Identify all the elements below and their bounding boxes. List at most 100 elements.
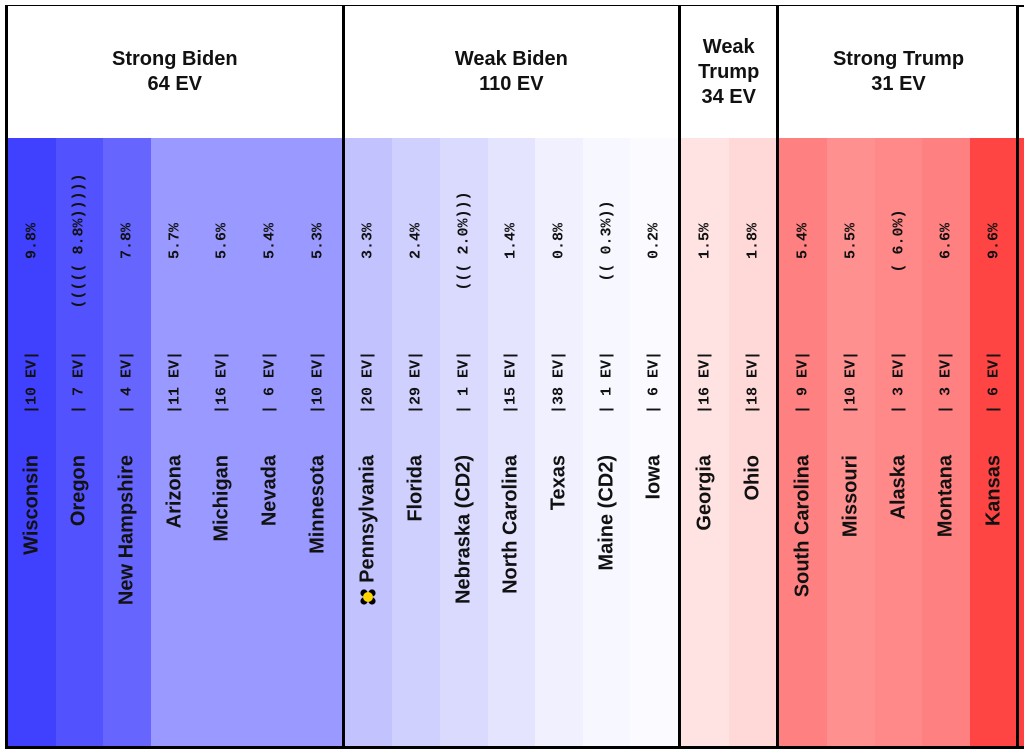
state-name: Missouri xyxy=(839,455,862,538)
next-group-strip xyxy=(1019,138,1024,746)
state-column: 5.6% |16 EV| Michigan xyxy=(198,138,247,748)
tipping-point-icon xyxy=(360,589,376,605)
group-label-line: 110 EV xyxy=(479,73,544,95)
group-label-line: Trump xyxy=(698,60,760,83)
state-ev: |10 EV| xyxy=(842,351,860,415)
group-header: Strong Trump 31 EV xyxy=(779,6,1018,138)
state-column: 5.4% | 9 EV| South Carolina xyxy=(779,138,828,748)
state-column: 9.6% | 6 EV| Kansas xyxy=(970,138,1018,748)
group-header: Weak Trump 34 EV xyxy=(681,6,777,138)
state-margin: 9.6% xyxy=(985,222,1003,260)
state-column: 0.2% | 6 EV| Iowa xyxy=(630,138,679,748)
state-ev: |38 EV| xyxy=(550,351,568,415)
state-name: Georgia xyxy=(693,455,716,531)
state-name: Nebraska (CD2) xyxy=(452,455,475,604)
state-ev: |29 EV| xyxy=(407,351,425,415)
state-column: ( 6.0%) | 3 EV| Alaska xyxy=(874,138,923,748)
state-name: New Hampshire xyxy=(115,455,138,606)
state-ev: | 6 EV| xyxy=(985,351,1003,415)
state-ev: | 7 EV| xyxy=(70,351,88,415)
group-header: Weak Biden 110 EV xyxy=(344,6,679,138)
group-label-line: Strong Trump xyxy=(832,48,965,70)
state-name: Iowa xyxy=(642,455,665,500)
state-ev: |16 EV| xyxy=(696,351,714,415)
state-name: Maine (CD2) xyxy=(595,455,618,571)
state-column: 6.6% | 3 EV| Montana xyxy=(922,138,971,748)
state-margin: 5.6% xyxy=(213,222,231,260)
state-column: 5.4% | 6 EV| Nevada xyxy=(246,138,294,748)
state-ev: | 6 EV| xyxy=(645,351,663,415)
state-ev: | 3 EV| xyxy=(890,351,908,415)
state-margin: 2.4% xyxy=(407,222,425,260)
state-margin: ( 6.0%) xyxy=(890,209,908,273)
state-column: 1.8% |18 EV| Ohio xyxy=(728,138,777,748)
state-margin: 6.6% xyxy=(937,222,955,260)
group-column: Weak Biden 110 EV 3.3% |20 EV| Pennsylvania 2… xyxy=(341,6,679,748)
state-column: 7.8% | 4 EV| New Hampshire xyxy=(103,138,151,748)
group-label-line: 31 EV xyxy=(871,73,926,95)
state-column: (( 0.3%)) | 1 EV| Maine (CD2) xyxy=(582,138,631,748)
state-ev: |20 EV| xyxy=(359,351,377,415)
state-margin: ((((( 8.8%))))) xyxy=(70,173,88,309)
state-margin: 3.3% xyxy=(359,222,377,260)
group-label-line: Weak xyxy=(702,35,755,58)
state-margin: 1.8% xyxy=(744,222,762,260)
state-margin: 5.7% xyxy=(166,222,184,260)
state-ev: |11 EV| xyxy=(166,351,184,415)
state-ev: | 6 EV| xyxy=(261,351,279,415)
state-margin: 1.4% xyxy=(502,222,520,260)
state-ev: |15 EV| xyxy=(502,351,520,415)
state-margin: 5.4% xyxy=(261,222,279,260)
group-label-line: Strong Biden xyxy=(112,48,238,70)
state-column: 1.4% |15 EV| North Carolina xyxy=(487,138,536,748)
state-column: 5.5% |10 EV| Missouri xyxy=(827,138,875,748)
state-name: Ohio xyxy=(741,455,764,501)
state-name: Florida xyxy=(404,455,427,522)
state-name: Pennsylvania xyxy=(356,455,379,583)
state-margin: (( 0.3%)) xyxy=(598,200,616,282)
state-margin: 1.5% xyxy=(696,222,714,260)
state-ev: |18 EV| xyxy=(744,351,762,415)
state-ev: |10 EV| xyxy=(309,351,327,415)
state-name: Texas xyxy=(547,455,570,511)
bottom-border xyxy=(5,746,1024,749)
state-column: 5.3% |10 EV| Minnesota xyxy=(293,138,342,748)
state-name: Alaska xyxy=(887,455,910,520)
group-label-line: Weak Biden xyxy=(454,48,568,70)
state-name: North Carolina xyxy=(499,455,522,594)
state-ev: |16 EV| xyxy=(213,351,231,415)
group-label-line: 34 EV xyxy=(701,85,756,108)
state-margin: 9.8% xyxy=(23,222,41,260)
group-label-line: 64 EV xyxy=(147,73,203,95)
state-ev: | 1 EV| xyxy=(455,351,473,415)
state-margin: 5.5% xyxy=(842,222,860,260)
state-margin: 5.4% xyxy=(794,222,812,260)
state-ev: | 4 EV| xyxy=(118,351,136,415)
state-column: ((((( 8.8%))))) | 7 EV| Oregon xyxy=(55,138,104,748)
state-name: Michigan xyxy=(210,455,233,542)
state-name: South Carolina xyxy=(791,455,814,598)
state-name: Montana xyxy=(934,455,957,538)
group-column: Strong Trump 31 EV 5.4% | 9 EV| South Caroli… xyxy=(776,6,1018,748)
state-name: Minnesota xyxy=(306,455,329,554)
state-margin: ((( 2.0%))) xyxy=(455,191,473,291)
state-name: Wisconsin xyxy=(20,455,43,555)
state-name: Oregon xyxy=(67,455,90,527)
state-name: Arizona xyxy=(163,455,186,529)
state-margin: 0.8% xyxy=(550,222,568,260)
state-column: 9.8% |10 EV| Wisconsin xyxy=(8,138,56,748)
state-name: Kansas xyxy=(982,455,1005,527)
state-name: Nevada xyxy=(258,455,281,527)
state-column: 1.5% |16 EV| Georgia xyxy=(681,138,729,748)
state-ev: | 9 EV| xyxy=(794,351,812,415)
state-margin: 7.8% xyxy=(118,222,136,260)
state-column: 3.3% |20 EV| Pennsylvania xyxy=(344,138,393,748)
group-column: Weak Trump 34 EV 1.5% |16 EV| Georgia 1.8% |18 … xyxy=(678,6,777,748)
state-ev: |10 EV| xyxy=(23,351,41,415)
state-margin: 5.3% xyxy=(309,222,327,260)
state-column: ((( 2.0%))) | 1 EV| Nebraska (CD2) xyxy=(439,138,488,748)
state-column: 0.8% |38 EV| Texas xyxy=(535,138,583,748)
state-column: 5.7% |11 EV| Arizona xyxy=(150,138,199,748)
state-column: 2.4% |29 EV| Florida xyxy=(392,138,440,748)
